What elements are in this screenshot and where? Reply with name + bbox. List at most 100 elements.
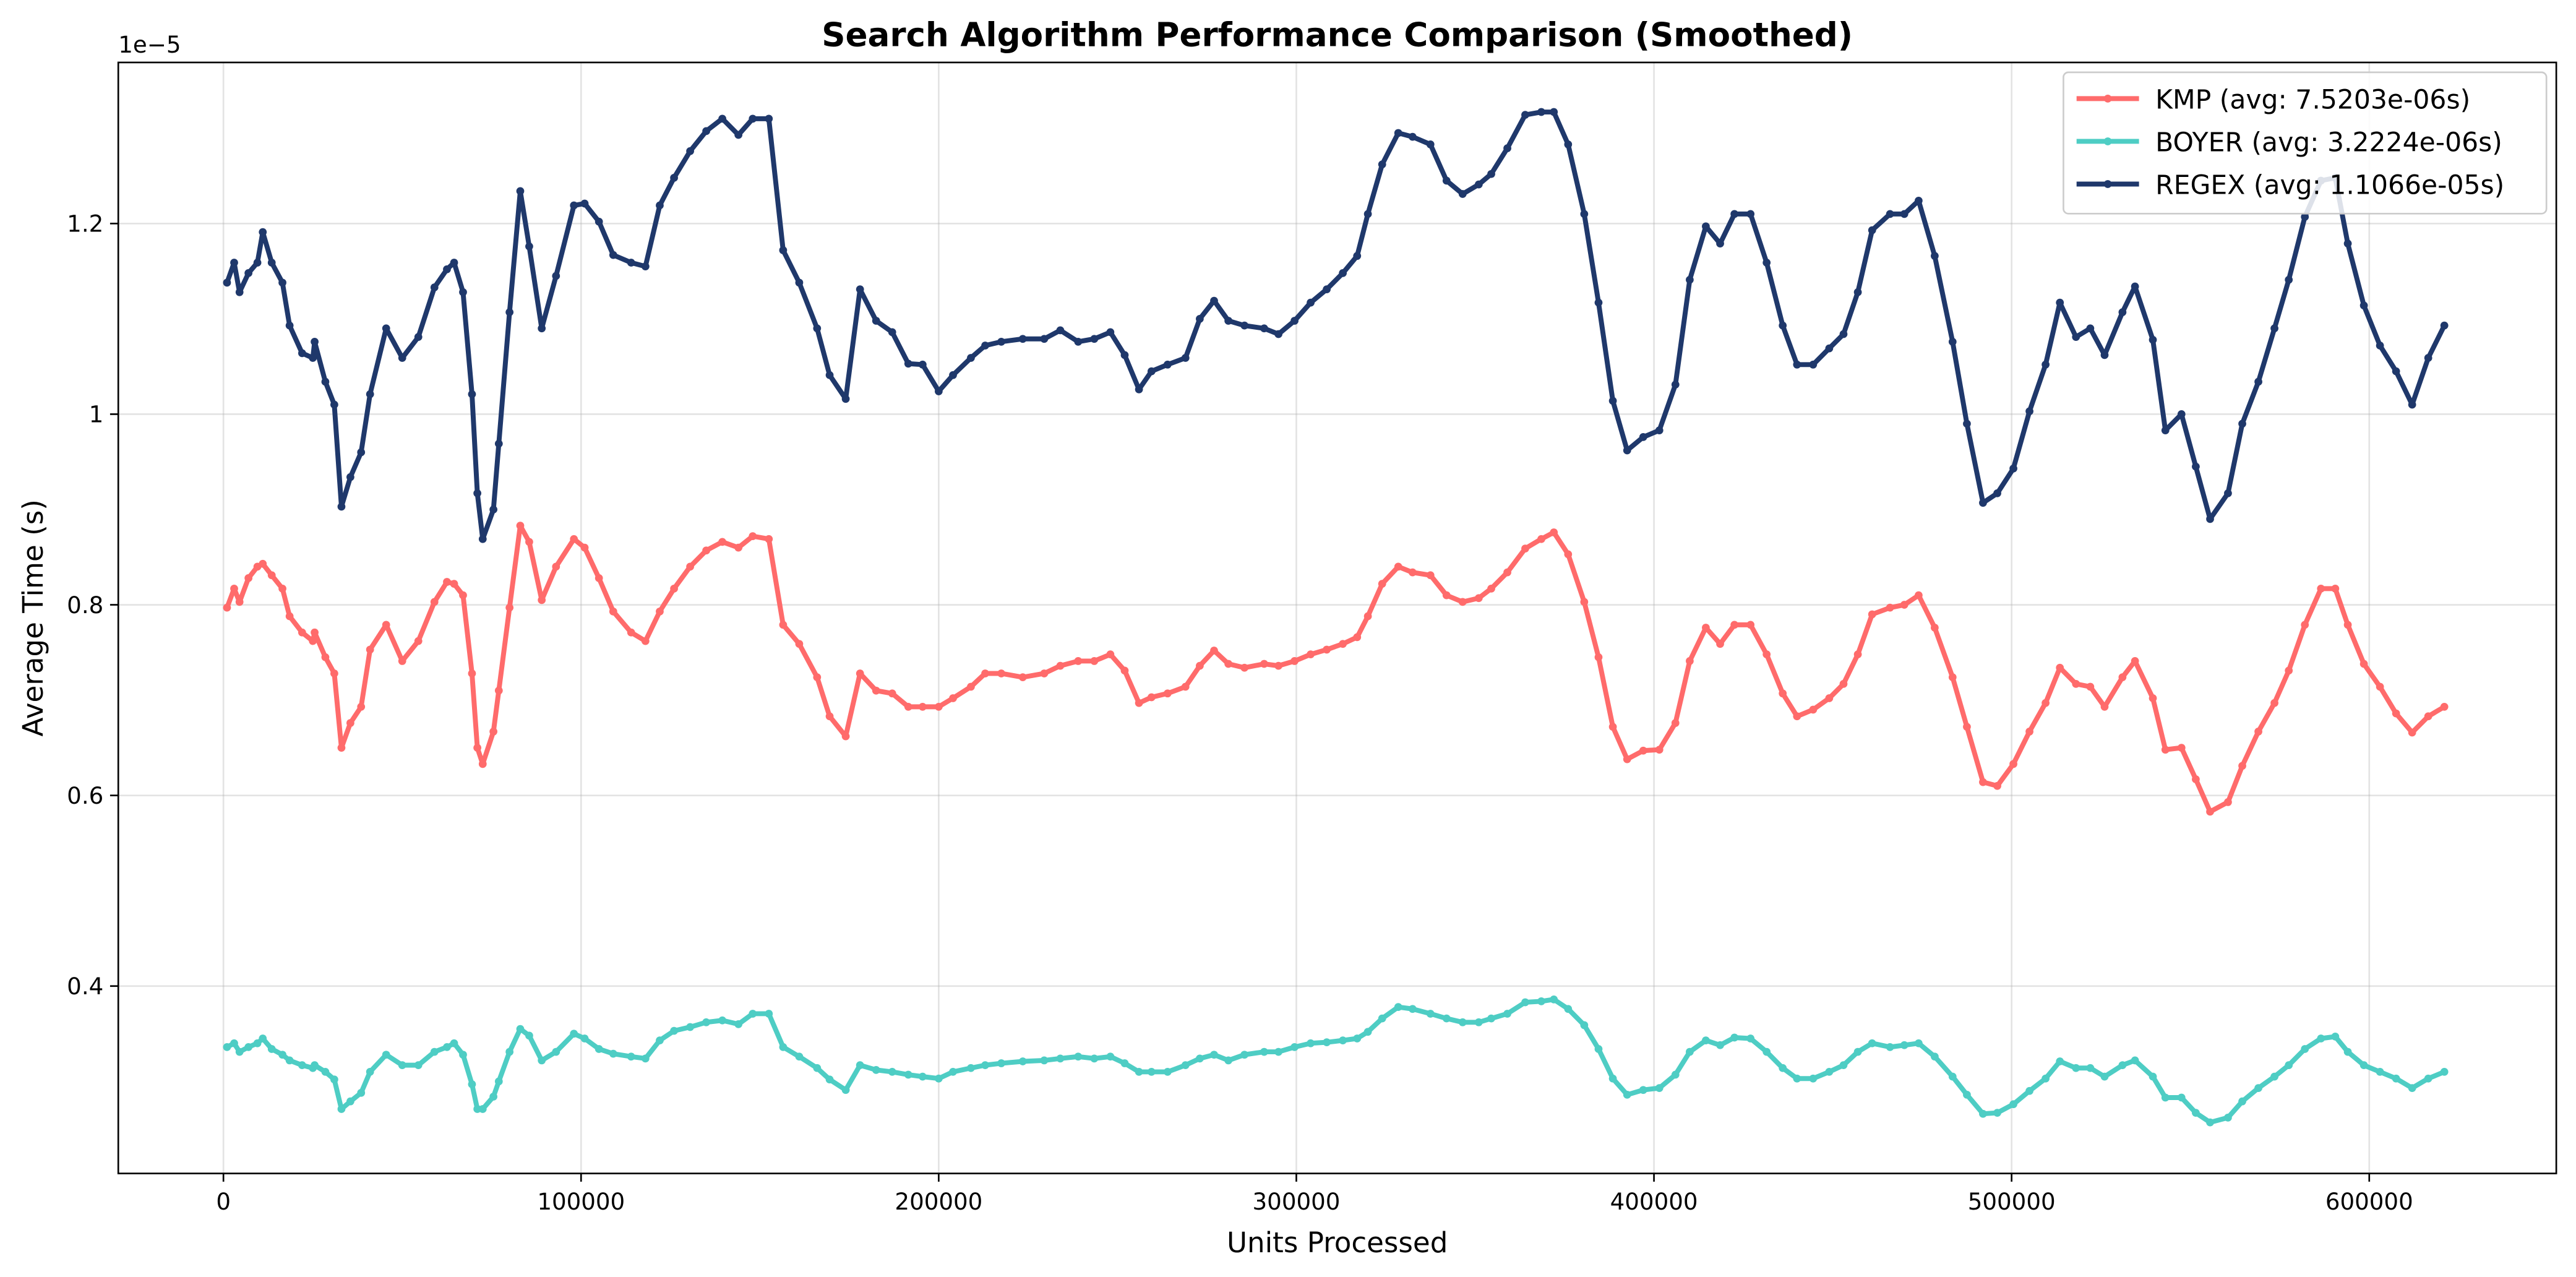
data-point: [949, 1068, 957, 1076]
data-point: [2285, 1061, 2293, 1070]
data-point: [609, 607, 617, 616]
data-point: [346, 473, 354, 481]
data-point: [1564, 140, 1573, 148]
data-point: [1521, 111, 1529, 119]
data-point: [570, 201, 578, 210]
data-point: [382, 621, 390, 629]
data-point: [357, 448, 366, 457]
data-point: [2254, 377, 2262, 386]
data-point: [967, 682, 975, 691]
x-tick-label: 200000: [895, 1188, 982, 1215]
data-point: [1594, 1045, 1603, 1053]
data-point: [2041, 1074, 2050, 1083]
data-point: [1210, 647, 1218, 655]
data-point: [2025, 1086, 2033, 1095]
data-point: [1716, 239, 1724, 248]
data-point: [1106, 1052, 1115, 1061]
data-point: [1931, 1052, 1939, 1061]
data-point: [2161, 1093, 2170, 1102]
legend-label: REGEX (avg: 1.1066e-05s): [2155, 170, 2504, 200]
data-point: [1210, 296, 1218, 305]
data-point: [765, 1010, 773, 1018]
data-point: [1224, 317, 1233, 325]
data-point: [298, 349, 306, 358]
legend-marker: [2103, 95, 2112, 103]
data-point: [1394, 1003, 1402, 1012]
data-point: [330, 669, 338, 677]
data-point: [825, 371, 834, 379]
data-point: [872, 317, 880, 325]
data-point: [1900, 210, 1908, 218]
data-point: [1163, 360, 1172, 369]
data-point: [2177, 410, 2186, 418]
data-point: [285, 1056, 294, 1065]
data-point: [2177, 744, 2186, 752]
data-point: [1948, 1072, 1957, 1081]
data-point: [278, 584, 286, 593]
data-point: [2254, 1084, 2262, 1092]
data-point: [1378, 580, 1386, 588]
data-point: [321, 377, 330, 386]
data-point: [813, 324, 822, 333]
data-point: [235, 288, 244, 296]
data-point: [1853, 650, 1862, 659]
data-point: [981, 1061, 989, 1070]
data-point: [1825, 694, 1834, 702]
data-point: [414, 333, 423, 342]
data-point: [1746, 210, 1755, 218]
data-point: [2149, 1072, 2157, 1081]
data-point: [1442, 176, 1451, 185]
data-point: [872, 1065, 880, 1074]
data-point: [2376, 682, 2384, 691]
data-point: [1793, 360, 1801, 369]
data-point: [357, 1088, 366, 1097]
data-point: [1120, 351, 1129, 359]
y-tick-label: 0.6: [67, 782, 103, 809]
data-point: [1639, 433, 1647, 441]
data-point: [430, 1047, 439, 1056]
data-point: [1931, 624, 1939, 632]
data-point: [1963, 723, 1971, 731]
data-point: [1274, 1047, 1282, 1056]
data-point: [1839, 680, 1848, 688]
data-point: [656, 607, 664, 616]
data-point: [1702, 222, 1710, 231]
data-point: [2359, 660, 2368, 668]
data-point: [670, 1026, 678, 1035]
data-point: [244, 1043, 253, 1051]
data-point: [1018, 335, 1027, 343]
data-point: [749, 1010, 757, 1018]
data-point: [1521, 998, 1529, 1007]
data-point: [1671, 719, 1680, 727]
data-point: [1323, 645, 1331, 654]
data-point: [1090, 335, 1099, 343]
data-point: [1809, 1074, 1818, 1083]
data-point: [1639, 746, 1647, 755]
data-point: [981, 669, 989, 677]
data-point: [525, 538, 533, 546]
data-point: [1487, 584, 1495, 593]
data-point: [795, 640, 804, 648]
data-point: [1458, 598, 1467, 606]
data-point: [489, 1093, 498, 1101]
data-point: [1339, 640, 1347, 648]
data-point: [1580, 598, 1589, 606]
data-point: [1147, 367, 1156, 376]
data-point: [1686, 275, 1694, 284]
data-point: [1868, 610, 1876, 619]
data-point: [1550, 528, 1558, 536]
data-point: [779, 246, 788, 254]
data-point: [2224, 489, 2232, 497]
data-point: [1458, 1018, 1467, 1026]
data-point: [1503, 568, 1511, 577]
data-point: [2238, 1097, 2246, 1106]
data-point: [278, 278, 286, 287]
data-point: [580, 199, 589, 208]
y-tick-label: 1: [89, 401, 104, 428]
data-point: [1163, 1068, 1172, 1076]
data-point: [1290, 657, 1299, 665]
data-point: [570, 1030, 578, 1038]
data-point: [1056, 661, 1065, 670]
data-point: [949, 371, 957, 379]
